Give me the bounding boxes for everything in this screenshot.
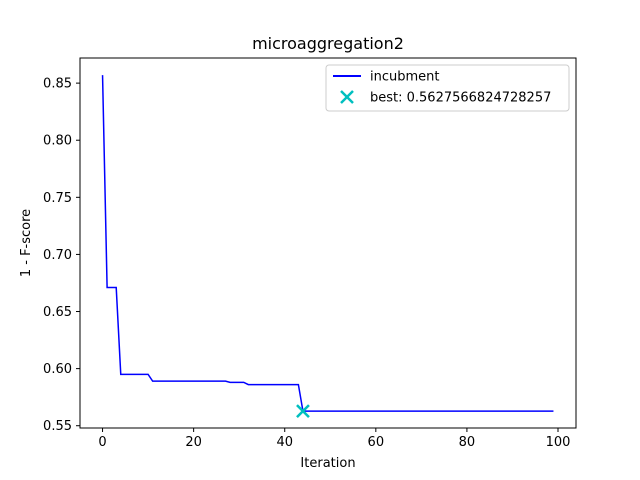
best-marker [296, 404, 310, 419]
x-tick-label: 60 [368, 435, 385, 450]
y-tick-label: 0.80 [43, 134, 72, 149]
plot-lines [101, 75, 554, 419]
y-tick-label: 0.55 [43, 419, 72, 434]
x-tick-label: 0 [98, 435, 106, 450]
legend-label-incubment: incubment [370, 70, 440, 85]
x-tick-label: 100 [546, 435, 571, 450]
series-line-incubment [101, 75, 554, 412]
axis-ticks: 0 20 40 60 80 100 0.55 0.60 0.65 0.70 0.75 0.80 0.85 [43, 77, 570, 450]
plot-area-frame [79, 57, 577, 429]
x-tick-label: 20 [185, 435, 202, 450]
legend-box [325, 64, 570, 112]
legend-x-marker-icon [340, 90, 354, 104]
chart-title: microaggregation2 [252, 34, 404, 53]
x-tick-label: 40 [276, 435, 293, 450]
legend-label-best: best: 0.5627566824728257 [370, 91, 551, 106]
y-tick-label: 0.60 [43, 362, 72, 377]
x-tick-label: 80 [459, 435, 476, 450]
y-tick-label: 0.75 [43, 191, 72, 206]
y-tick-label: 0.70 [43, 248, 72, 263]
y-tick-label: 0.85 [43, 77, 72, 92]
y-axis-title: 1 - F-score [19, 209, 34, 277]
y-tick-label: 0.65 [43, 305, 72, 320]
x-axis-title: Iteration [300, 456, 355, 471]
legend: incubment best: 0.5627566824728257 [325, 64, 570, 112]
